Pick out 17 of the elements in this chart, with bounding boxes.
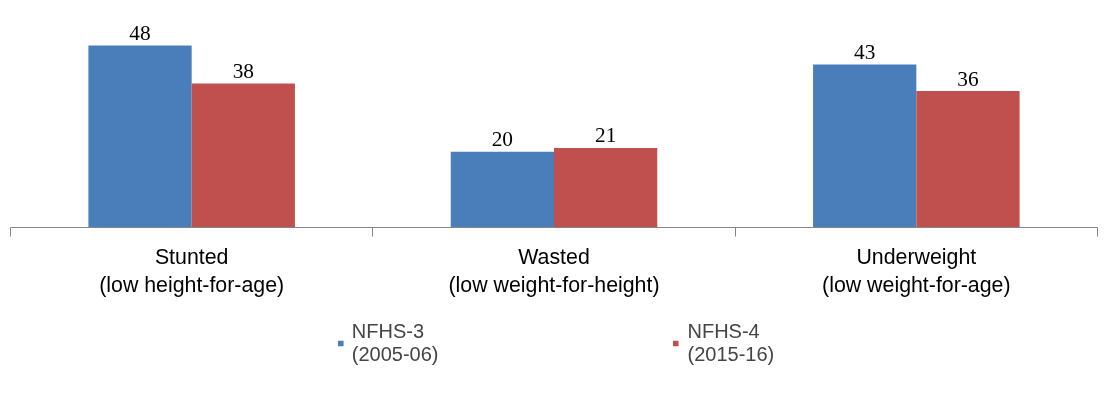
data-label: 48 xyxy=(129,21,151,46)
x-tick-label: Wasted (low weight-for-height) xyxy=(448,244,660,298)
bar xyxy=(554,147,658,228)
data-label: 21 xyxy=(594,123,617,148)
bar xyxy=(813,64,917,228)
bar xyxy=(191,83,295,228)
bar xyxy=(916,91,1020,228)
x-tick-label: Underweight (low weight-for-age) xyxy=(822,244,1011,298)
legend-label: NFHS-3 (2005-06) xyxy=(351,319,439,366)
data-label: 20 xyxy=(491,127,514,152)
data-label: 36 xyxy=(957,66,979,91)
bar xyxy=(450,151,554,228)
data-label: 43 xyxy=(854,40,876,65)
legend-label: NFHS-4 (2015-16) xyxy=(687,319,775,366)
bar xyxy=(88,45,192,228)
x-tick-label: Stunted (low height-for-age) xyxy=(99,244,285,298)
data-label: 38 xyxy=(232,58,254,83)
